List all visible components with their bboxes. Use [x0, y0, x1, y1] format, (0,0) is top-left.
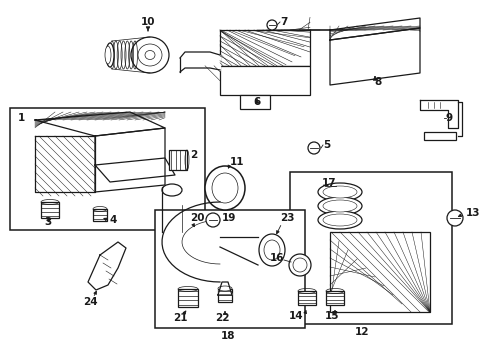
Ellipse shape [131, 37, 169, 73]
Text: 17: 17 [321, 178, 336, 188]
Polygon shape [329, 28, 419, 85]
Polygon shape [329, 18, 419, 40]
Text: 11: 11 [229, 157, 244, 167]
Ellipse shape [145, 50, 155, 59]
Bar [218, 288, 231, 302]
Ellipse shape [259, 234, 285, 266]
Text: 20: 20 [190, 213, 204, 223]
Bar [289, 172, 451, 324]
Ellipse shape [292, 258, 306, 272]
Ellipse shape [317, 197, 361, 215]
Text: 18: 18 [220, 331, 235, 341]
Polygon shape [95, 158, 175, 182]
Text: 1: 1 [18, 113, 25, 123]
Bar [325, 291, 343, 305]
Bar [297, 291, 315, 305]
Polygon shape [95, 128, 164, 192]
Polygon shape [35, 136, 95, 192]
Text: 21: 21 [172, 313, 187, 323]
Bar [220, 30, 309, 66]
Text: 3: 3 [44, 217, 51, 227]
Bar [178, 289, 198, 307]
Bar [41, 202, 59, 218]
Bar [240, 95, 269, 109]
Text: 5: 5 [323, 140, 329, 150]
Ellipse shape [323, 200, 356, 212]
Ellipse shape [264, 240, 280, 260]
Ellipse shape [317, 183, 361, 201]
Text: 16: 16 [269, 253, 284, 263]
Ellipse shape [288, 254, 310, 276]
Text: 4: 4 [110, 215, 117, 225]
Bar [220, 66, 309, 95]
Circle shape [266, 20, 276, 30]
Ellipse shape [317, 211, 361, 229]
Ellipse shape [204, 166, 244, 210]
Ellipse shape [323, 186, 356, 198]
Text: 7: 7 [280, 17, 287, 27]
Ellipse shape [212, 173, 238, 203]
Text: 12: 12 [354, 327, 368, 337]
Text: 15: 15 [324, 311, 339, 321]
Polygon shape [35, 112, 164, 136]
Bar [10, 108, 204, 230]
Bar [329, 232, 429, 312]
Ellipse shape [105, 46, 111, 64]
Polygon shape [218, 282, 231, 295]
Text: 6: 6 [253, 97, 260, 107]
Polygon shape [419, 100, 457, 128]
Text: 19: 19 [222, 213, 236, 223]
Bar [169, 150, 186, 170]
Text: 14: 14 [288, 311, 303, 321]
Bar [155, 210, 305, 328]
Circle shape [307, 142, 319, 154]
Text: 23: 23 [280, 213, 294, 223]
Ellipse shape [138, 44, 162, 66]
Text: 13: 13 [465, 208, 480, 218]
Circle shape [446, 210, 462, 226]
Bar [93, 209, 107, 221]
Bar [423, 132, 455, 140]
Text: 2: 2 [190, 150, 197, 160]
Ellipse shape [106, 43, 114, 67]
Text: 8: 8 [374, 77, 381, 87]
Text: 22: 22 [214, 313, 229, 323]
Text: 9: 9 [445, 113, 452, 123]
Circle shape [205, 213, 220, 227]
Ellipse shape [323, 214, 356, 226]
Text: 10: 10 [141, 17, 155, 27]
Polygon shape [88, 242, 126, 290]
Text: 24: 24 [82, 297, 97, 307]
